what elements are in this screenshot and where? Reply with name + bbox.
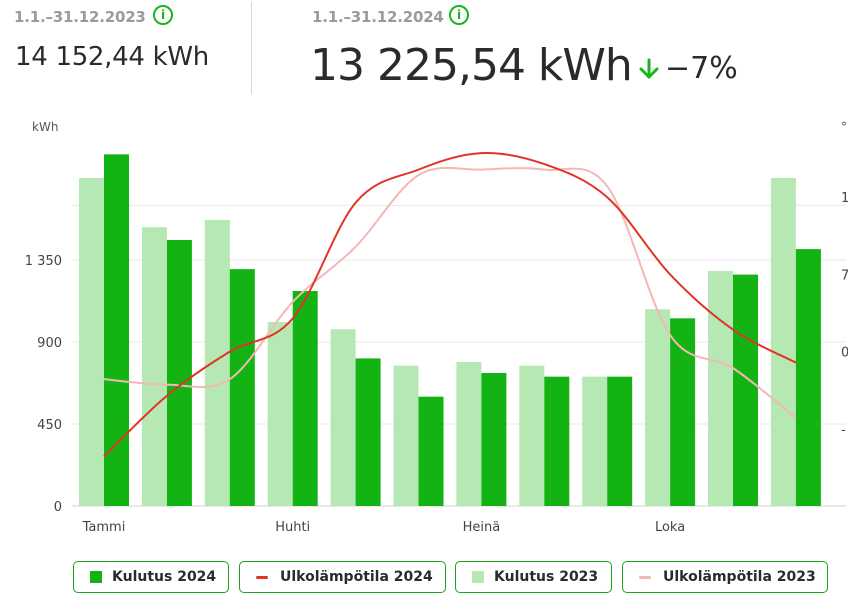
y-axis-unit-right: ° (841, 120, 847, 134)
chart-bars (79, 154, 821, 507)
x-tick-label: Huhti (275, 520, 310, 535)
arrow-down-icon (639, 58, 659, 79)
legend-swatch (256, 575, 268, 579)
legend-ulkolampotila-2023[interactable]: Ulkolämpötila 2023 (622, 561, 828, 593)
bar-kulutus-2024 (795, 249, 821, 506)
bar-kulutus-2024 (418, 396, 444, 506)
bar-kulutus-2024 (355, 358, 381, 506)
y-tick-label-left: 0 (54, 500, 62, 515)
bar-kulutus-2023 (582, 376, 608, 506)
bar-kulutus-2023 (141, 227, 167, 506)
line-ulkolampotila-2024 (103, 151, 797, 458)
summary-divider (251, 2, 252, 94)
legend-swatch (90, 571, 102, 583)
line-ulkolampotila-2023 (103, 166, 797, 419)
y-tick-label-right: 0 (841, 346, 848, 361)
bar-kulutus-2023 (79, 178, 104, 506)
bar-kulutus-2023 (645, 309, 671, 506)
y-axis-unit-left: kWh (32, 120, 58, 134)
bar-kulutus-2023 (770, 178, 796, 506)
y-tick-label-left: 900 (37, 336, 62, 351)
legend-label: Ulkolämpötila 2023 (663, 569, 816, 585)
bar-kulutus-2024 (229, 269, 255, 506)
bar-kulutus-2023 (456, 362, 482, 506)
previous-period-value: 14 152,44 kWh (15, 42, 209, 72)
bar-kulutus-2023 (330, 329, 356, 506)
chart-axis-labels: kWh 0 450 900 1 350 ° 14 7 0 - Tammi Huhti Heinä Loka (25, 120, 848, 535)
bar-kulutus-2023 (393, 365, 419, 506)
y-tick-label-right: 7 (841, 268, 848, 283)
legend-swatch (472, 571, 484, 583)
bar-kulutus-2024 (544, 376, 570, 506)
consumption-temperature-chart: kWh 0 450 900 1 350 ° 14 7 0 - Tammi Huhti Heinä Loka (25, 120, 848, 535)
previous-period-label: 1.1.–31.12.2023 (14, 8, 146, 26)
x-tick-label: Tammi (82, 520, 126, 535)
bar-kulutus-2023 (708, 270, 733, 506)
bar-kulutus-2024 (733, 274, 758, 506)
legend-ulkolampotila-2024[interactable]: Ulkolämpötila 2024 (239, 561, 446, 593)
legend-label: Kulutus 2023 (494, 569, 599, 585)
bar-kulutus-2023 (204, 219, 230, 507)
bar-kulutus-2024 (166, 239, 192, 506)
y-tick-label-left: 1 350 (25, 254, 62, 269)
legend-kulutus-2023[interactable]: Kulutus 2023 (455, 561, 612, 593)
current-period-label: 1.1.–31.12.2024 (312, 8, 444, 26)
legend-swatch (639, 575, 651, 579)
bar-kulutus-2024 (292, 291, 318, 506)
legend-label: Kulutus 2024 (112, 569, 217, 585)
chart-lines (103, 151, 797, 458)
bar-kulutus-2024 (104, 154, 129, 506)
bar-kulutus-2024 (607, 376, 633, 506)
change-percent: −7% (665, 51, 738, 86)
y-tick-label-right: 14 (841, 191, 848, 206)
bar-kulutus-2024 (481, 372, 507, 506)
info-circle-icon[interactable]: i (153, 5, 173, 25)
bar-kulutus-2024 (670, 318, 696, 506)
info-circle-icon[interactable]: i (449, 5, 469, 25)
legend-label: Ulkolämpötila 2024 (280, 569, 433, 585)
y-tick-label-left: 450 (37, 418, 62, 433)
y-tick-label-right: - (841, 423, 846, 438)
bar-kulutus-2023 (519, 365, 545, 506)
x-tick-label: Loka (655, 520, 685, 535)
current-period-value: 13 225,54 kWh (310, 40, 633, 91)
x-tick-label: Heinä (463, 520, 501, 535)
bar-kulutus-2023 (267, 321, 293, 506)
legend-kulutus-2024[interactable]: Kulutus 2024 (73, 561, 229, 593)
